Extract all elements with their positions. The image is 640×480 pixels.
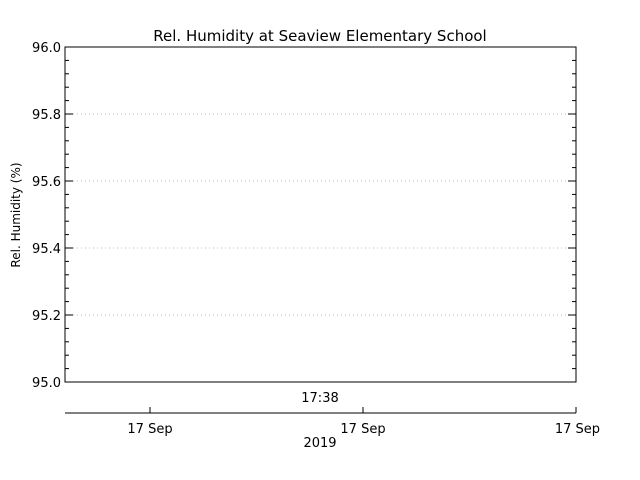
y-axis-tick-labels: 95.0 95.2 95.4 95.6 95.8 96.0 [32, 41, 61, 391]
grid-lines [65, 113, 576, 316]
date-tick-label: 17 Sep [127, 422, 172, 437]
plot-area: 95.0 95.2 95.4 95.6 95.8 96.0 [32, 41, 577, 391]
y-tick-label: 95.6 [32, 175, 61, 190]
time-label: 17:38 [301, 391, 338, 406]
date-axis: 17 Sep 17 Sep 17 Sep [65, 407, 600, 437]
y-tick-label: 96.0 [32, 41, 61, 56]
date-axis-ticks: 17 Sep 17 Sep 17 Sep [127, 407, 600, 437]
year-label: 2019 [303, 436, 336, 451]
y-axis-ticks [65, 46, 576, 383]
y-tick-label: 95.8 [32, 108, 61, 123]
date-tick-label: 17 Sep [555, 422, 600, 437]
date-tick-label: 17 Sep [340, 422, 385, 437]
y-tick-label: 95.4 [32, 242, 61, 257]
y-tick-label: 95.2 [32, 309, 61, 324]
chart-title: Rel. Humidity at Seaview Elementary Scho… [153, 27, 486, 45]
y-tick-label: 95.0 [32, 376, 61, 391]
y-axis-label: Rel. Humidity (%) [9, 162, 23, 267]
plot-frame [64, 46, 577, 383]
